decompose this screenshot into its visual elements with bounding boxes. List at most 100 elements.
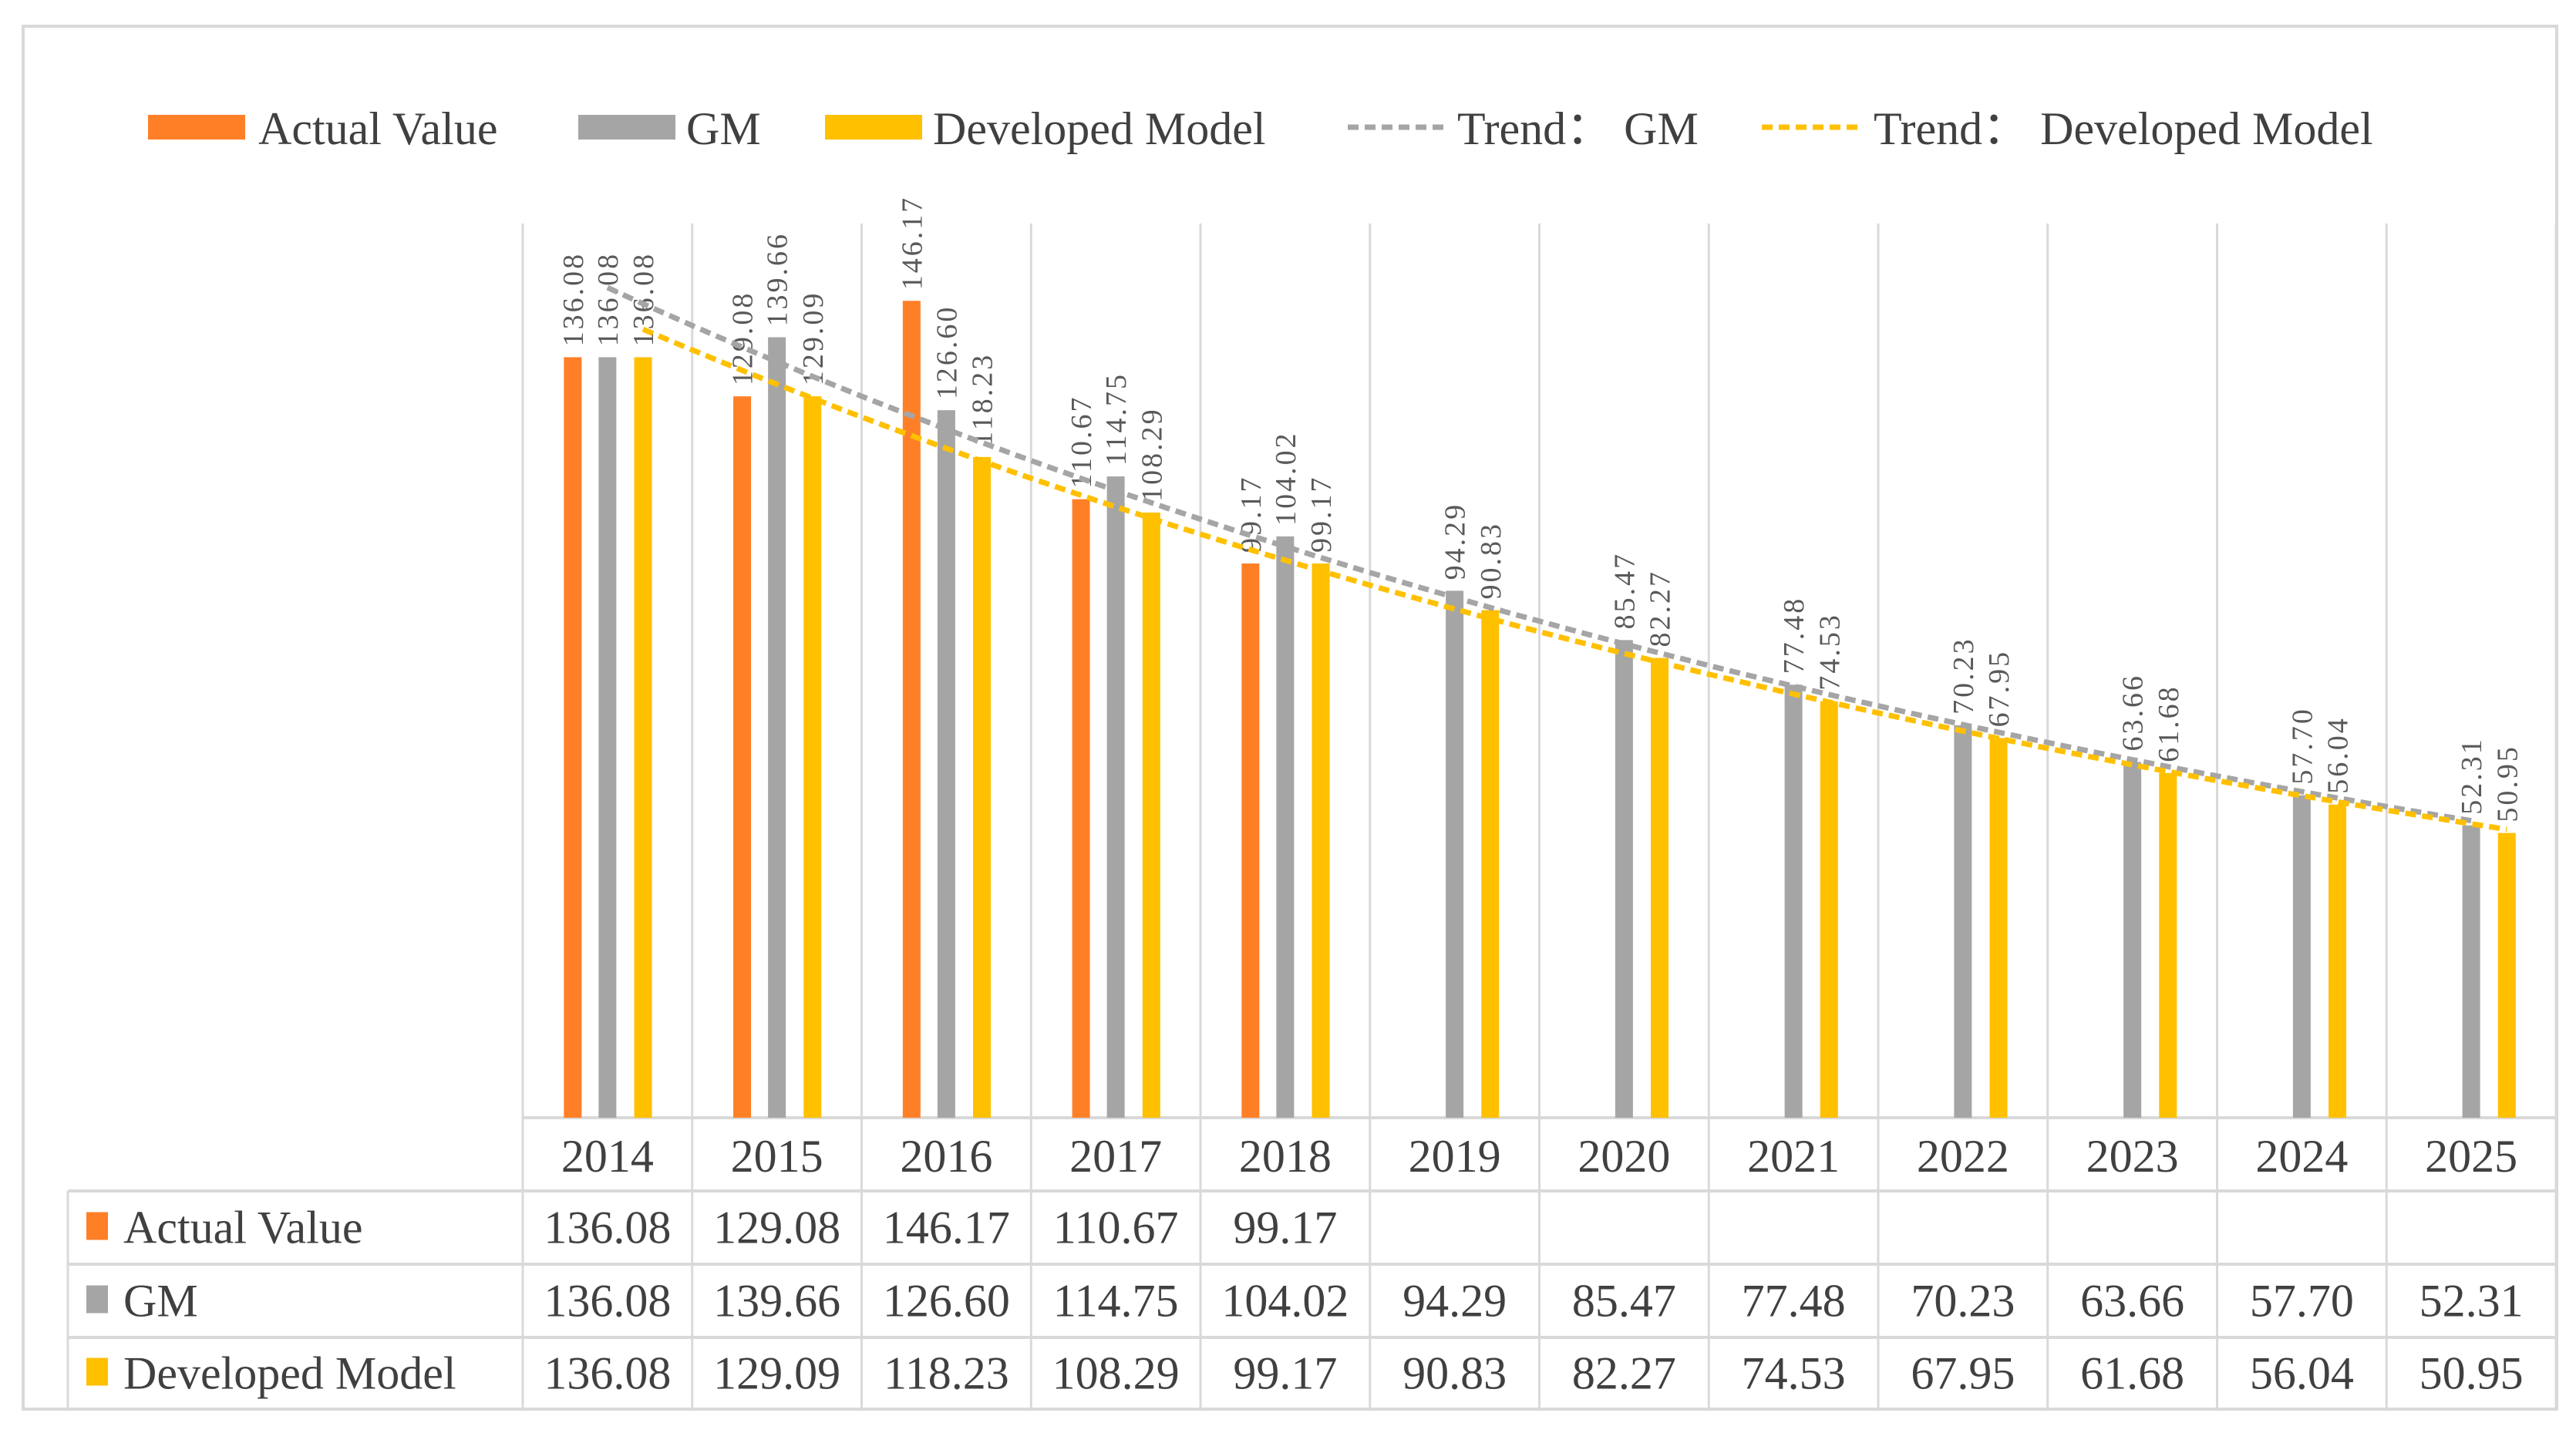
data-label: 50.95: [2491, 745, 2524, 822]
data-label: 67.95: [1983, 650, 2015, 728]
table-cell: 146.17: [883, 1203, 1010, 1253]
trendline-gm: [606, 284, 2472, 824]
x-tick-label: 2014: [561, 1131, 654, 1182]
x-tick-label: 2015: [731, 1131, 823, 1182]
table-cell: 50.95: [2419, 1348, 2524, 1399]
table-cell: 129.08: [713, 1203, 840, 1253]
bar-developed-model-2019: [1481, 610, 1500, 1118]
table-cell: 61.68: [2080, 1348, 2184, 1399]
data-label: 114.75: [1100, 372, 1133, 466]
table-cell: 136.08: [544, 1348, 671, 1399]
data-label: 108.29: [1136, 407, 1168, 502]
table-cell: 77.48: [1742, 1276, 1846, 1327]
bar-developed-model-2022: [1989, 738, 2008, 1118]
bar-developed-model-2023: [2159, 772, 2177, 1118]
bar-developed-model-2024: [2329, 804, 2347, 1118]
legend-label: GM: [686, 103, 761, 154]
table-cell: 67.95: [1911, 1348, 2015, 1399]
legend-label: Trend： GM: [1457, 103, 1699, 154]
data-label: 82.27: [1645, 570, 1677, 648]
bar-developed-model-2014: [634, 357, 652, 1118]
bar-gm-2025: [2462, 825, 2480, 1118]
table-cell: 136.08: [544, 1203, 671, 1253]
legend-label: Developed Model: [933, 103, 1266, 154]
data-label: 126.60: [931, 305, 963, 400]
bar-gm-2021: [1784, 685, 1803, 1118]
data-label: 118.23: [967, 353, 999, 446]
bar-developed-model-2020: [1651, 658, 1669, 1118]
x-tick-label: 2016: [900, 1131, 992, 1182]
data-label: 146.17: [896, 196, 928, 291]
trendline-developed-model: [641, 326, 2507, 833]
table-legend-key: [86, 1285, 108, 1314]
x-tick-label: 2023: [2086, 1131, 2179, 1182]
x-tick-label: 2024: [2255, 1131, 2348, 1182]
data-label: 104.02: [1270, 431, 1302, 526]
bar-developed-model-2017: [1142, 512, 1160, 1118]
legend-label: Actual Value: [258, 103, 497, 154]
data-label: 99.17: [1305, 476, 1338, 553]
bar-actual-value-2017: [1072, 499, 1090, 1118]
table-cell: 139.66: [713, 1276, 840, 1327]
x-tick-label: 2021: [1747, 1131, 1840, 1182]
data-label: 136.08: [557, 252, 590, 347]
bar-actual-value-2016: [902, 301, 921, 1118]
legend-swatch: [578, 115, 675, 140]
table-cell: 110.67: [1053, 1203, 1179, 1253]
legend-label: Trend： Developed Model: [1874, 103, 2373, 154]
x-tick-label: 2017: [1069, 1131, 1162, 1182]
table-row-label: Developed Model: [123, 1348, 456, 1399]
bar-gm-2023: [2123, 762, 2142, 1118]
table-cell: 52.31: [2419, 1276, 2524, 1327]
x-tick-label: 2020: [1578, 1131, 1670, 1182]
table-cell: 108.29: [1052, 1348, 1180, 1399]
bar-actual-value-2018: [1241, 563, 1260, 1118]
data-label: 136.08: [592, 252, 625, 347]
data-label: 94.29: [1440, 503, 1472, 580]
x-tick-label: 2022: [1917, 1131, 2009, 1182]
bar-gm-2024: [2292, 795, 2311, 1118]
table-legend-key: [86, 1357, 108, 1386]
data-label: 61.68: [2153, 685, 2185, 762]
data-label: 139.66: [762, 232, 794, 327]
bar-developed-model-2018: [1312, 563, 1330, 1118]
table-cell: 94.29: [1402, 1276, 1507, 1327]
bar-gm-2019: [1446, 590, 1464, 1118]
table-cell: 114.75: [1053, 1276, 1179, 1327]
bar-developed-model-2015: [803, 396, 822, 1118]
x-tick-label: 2019: [1409, 1131, 1501, 1182]
table-cell: 126.60: [883, 1276, 1010, 1327]
data-label: 70.23: [1948, 637, 1980, 715]
data-label: 63.66: [2117, 674, 2150, 752]
table-cell: 118.23: [884, 1348, 1009, 1399]
bar-gm-2020: [1615, 640, 1633, 1118]
bar-developed-model-2016: [973, 456, 992, 1118]
data-label: 74.53: [1813, 613, 1846, 691]
bar-developed-model-2021: [1820, 701, 1838, 1118]
bar-actual-value-2015: [733, 396, 752, 1118]
data-label: 57.70: [2286, 707, 2318, 785]
table-cell: 85.47: [1572, 1276, 1676, 1327]
bar-gm-2018: [1276, 536, 1295, 1118]
x-tick-label: 2025: [2425, 1131, 2517, 1182]
data-label: 77.48: [1778, 597, 1810, 674]
table-cell: 70.23: [1911, 1276, 2015, 1327]
data-label: 90.83: [1475, 522, 1507, 600]
table-cell: 90.83: [1402, 1348, 1507, 1399]
bar-gm-2017: [1106, 476, 1125, 1118]
bar-developed-model-2025: [2497, 833, 2516, 1118]
bar-gm-2015: [768, 337, 786, 1118]
table-cell: 129.09: [713, 1348, 840, 1399]
legend-swatch: [148, 115, 245, 140]
data-label: 56.04: [2322, 716, 2355, 794]
legend-swatch: [825, 115, 922, 140]
table-cell: 99.17: [1233, 1348, 1337, 1399]
x-tick-label: 2018: [1239, 1131, 1332, 1182]
table-cell: 56.04: [2250, 1348, 2354, 1399]
table-legend-key: [86, 1212, 108, 1240]
table-cell: 74.53: [1742, 1348, 1846, 1399]
bar-gm-2022: [1954, 725, 1972, 1118]
table-row-label: GM: [123, 1276, 198, 1327]
table-cell: 99.17: [1233, 1203, 1337, 1253]
